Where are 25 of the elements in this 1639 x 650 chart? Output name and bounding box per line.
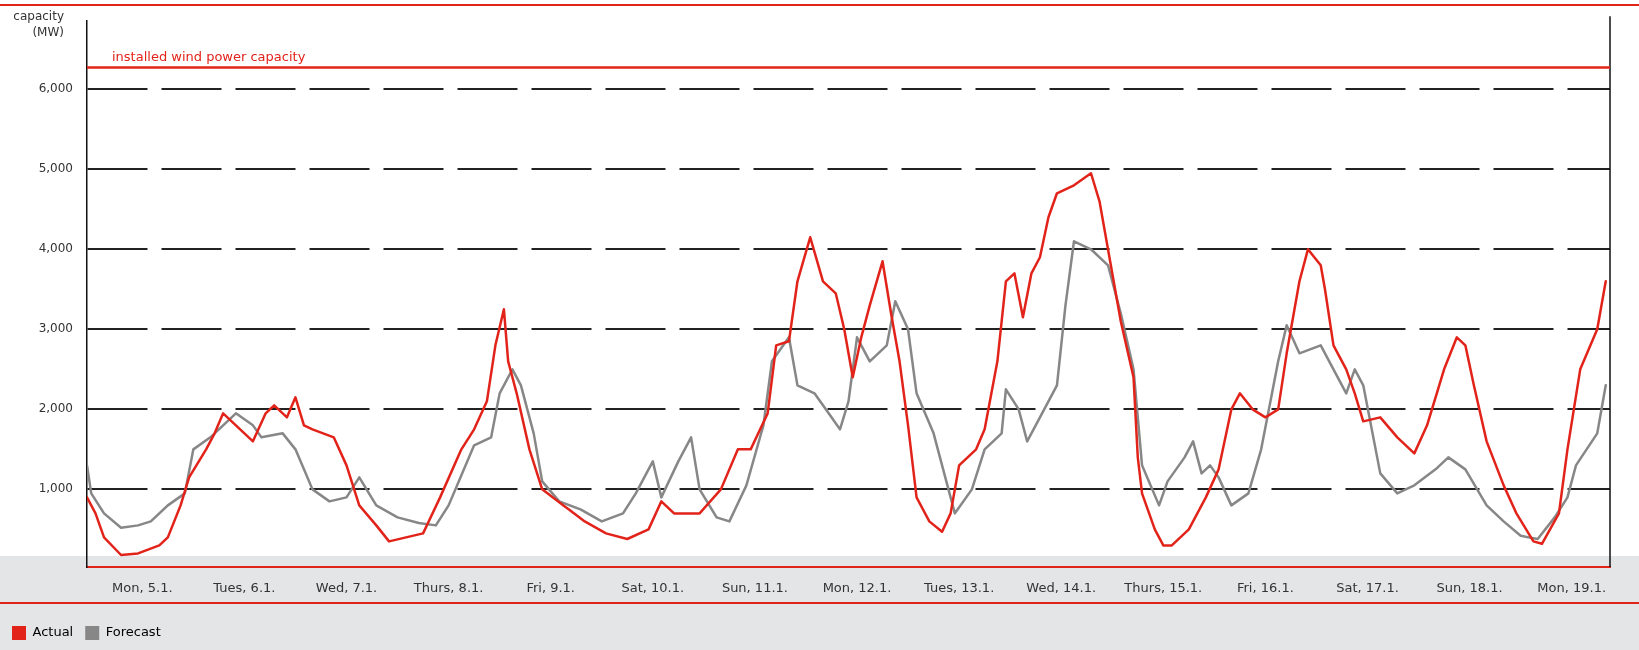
y-tick-label: 1,000 [38, 481, 73, 496]
x-tick-label: Thurs, 15.1. [1123, 580, 1203, 596]
x-tick-label: Sun, 18.1. [1436, 580, 1503, 596]
x-tick-label: Thurs, 8.1. [412, 580, 484, 596]
ref-line-label: installed wind power capacity [112, 49, 306, 65]
x-tick-label: Wed, 14.1. [1026, 580, 1097, 596]
x-tick-label: Sun, 11.1. [721, 580, 788, 596]
x-tick-label: Fri, 16.1. [1236, 580, 1294, 596]
x-tick-label: Mon, 5.1. [112, 580, 173, 596]
y-tick-label: 4,000 [38, 241, 73, 256]
legend-label: Forecast [105, 624, 161, 640]
y-axis-title: capacity (MW) [12, 8, 64, 40]
x-tick-label: Wed, 7.1. [315, 580, 378, 596]
x-tick-label: Tues, 6.1. [212, 580, 276, 596]
y-tick-label: 6,000 [38, 81, 73, 96]
x-tick-label: Mon, 19.1. [1537, 580, 1607, 596]
x-tick-label: Tues, 13.1. [922, 580, 995, 596]
x-tick-label: Sat, 17.1. [1336, 580, 1399, 596]
x-tick-label: Fri, 9.1. [526, 580, 575, 596]
x-tick-label: Mon, 12.1. [822, 580, 892, 596]
x-tick-label: Sat, 10.1. [621, 580, 685, 596]
y-tick-label: 2,000 [38, 401, 73, 416]
y-tick-label: 3,000 [38, 321, 73, 336]
y-tick-label: 5,000 [38, 161, 73, 176]
legend-label: Actual [32, 624, 74, 640]
